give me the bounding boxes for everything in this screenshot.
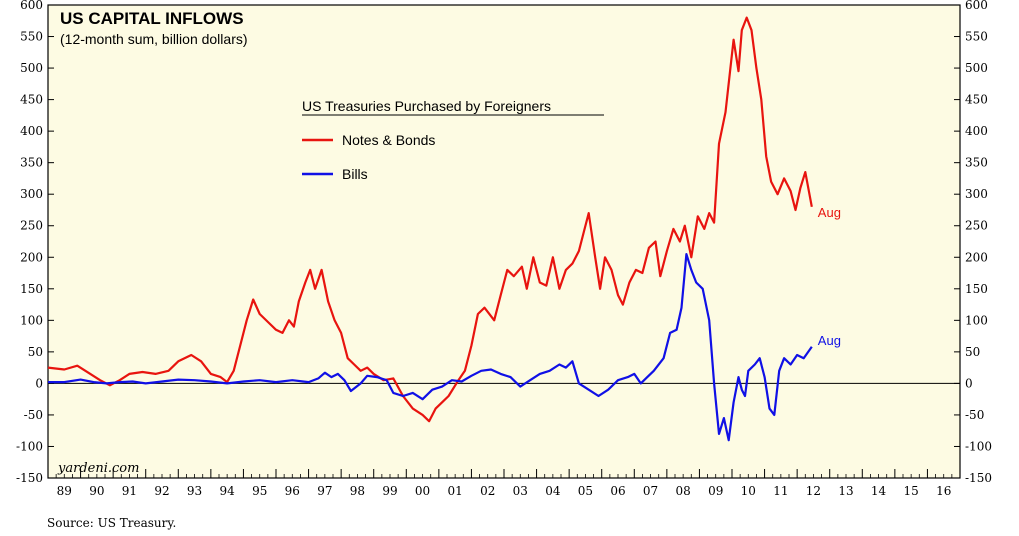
y-tick-label-right: 500 [965,61,988,75]
y-tick-label-right: 400 [965,124,988,138]
x-tick-label: 11 [773,484,788,498]
y-tick-label-left: -50 [24,408,43,422]
source-note: Source: US Treasury. [47,516,176,530]
y-tick-label-left: 150 [20,282,43,296]
x-tick-label: 93 [187,484,202,498]
x-tick-label: 15 [904,484,919,498]
y-tick-label-right: -150 [965,471,992,485]
x-tick-label: 92 [154,484,169,498]
x-tick-label: 04 [545,484,561,498]
y-axis-left: -150 -100 -50 0 50 100 150 200 250 300 350 400 450 50… [16,0,54,485]
plot-area [47,4,961,479]
x-tick-label: 89 [57,484,72,498]
end-label-notes-bonds: Aug [818,205,841,220]
x-axis: 89 90 91 92 93 94 95 96 97 98 99 00 01 02 03 04 05 06 07 08… [47,469,961,498]
x-tick-label: 03 [513,484,528,498]
x-tick-label: 13 [838,484,853,498]
y-tick-label-right: -100 [965,439,992,453]
x-tick-label: 07 [643,484,658,498]
y-tick-label-right: 450 [965,93,988,107]
y-tick-label-left: 500 [20,61,43,75]
y-tick-label-right: 600 [965,0,988,12]
y-tick-label-right: 350 [965,156,988,170]
series-layer [47,16,813,442]
y-tick-label-left: 600 [20,0,43,12]
series-line-bills [48,253,813,442]
y-tick-label-right: 50 [965,345,980,359]
end-label-bills: Aug [818,333,841,348]
x-tick-label: 98 [350,484,365,498]
y-tick-label-right: 0 [965,376,973,390]
y-tick-label-left: 350 [20,156,43,170]
x-tick-label: 16 [936,484,951,498]
y-tick-label-left: 200 [20,250,43,264]
x-tick-label: 90 [89,484,104,498]
x-tick-label: 99 [382,484,397,498]
x-tick-label: 08 [676,484,691,498]
legend-title: US Treasuries Purchased by Foreigners [302,98,551,114]
y-tick-label-left: 0 [35,376,43,390]
y-tick-label-left: 50 [28,345,43,359]
y-tick-label-right: -50 [965,408,984,422]
y-tick-label-right: 200 [965,250,988,264]
x-tick-label: 91 [122,484,137,498]
y-axis-right: -150 -100 -50 0 50 100 150 200 250 300 350 400 450 50… [954,0,992,485]
y-tick-label-left: 450 [20,93,43,107]
legend-label-bills: Bills [342,166,368,182]
chart-subtitle: (12-month sum, billion dollars) [60,31,248,47]
y-tick-label-right: 150 [965,282,988,296]
x-tick-label: 09 [708,484,723,498]
y-tick-label-left: 300 [20,187,43,201]
brand-watermark: yardeni.com [57,461,139,476]
y-tick-label-left: -100 [16,439,43,453]
x-tick-label: 10 [741,484,756,498]
series-line-notes-bonds [47,16,813,423]
y-tick-label-left: 400 [20,124,43,138]
x-tick-label: 00 [415,484,430,498]
x-tick-label: 02 [480,484,495,498]
y-tick-label-left: 100 [20,313,43,327]
x-tick-label: 96 [285,484,300,498]
y-tick-label-left: 550 [20,30,43,44]
x-tick-label: 94 [220,484,236,498]
y-tick-label-right: 250 [965,219,988,233]
chart-title: US CAPITAL INFLOWS [60,9,244,28]
x-tick-label: 95 [252,484,267,498]
y-tick-label-right: 550 [965,30,988,44]
x-tick-label: 01 [448,484,463,498]
y-tick-label-left: 250 [20,219,43,233]
x-tick-label: 06 [610,484,625,498]
y-tick-label-right: 100 [965,313,988,327]
x-tick-label: 05 [578,484,593,498]
y-tick-label-left: -150 [16,471,43,485]
x-tick-label: 97 [317,484,332,498]
x-tick-label: 12 [806,484,821,498]
x-tick-label: 14 [871,484,887,498]
y-tick-label-right: 300 [965,187,988,201]
legend-label-notes-bonds: Notes & Bonds [342,132,435,148]
legend: US Treasuries Purchased by Foreigners No… [302,98,604,182]
